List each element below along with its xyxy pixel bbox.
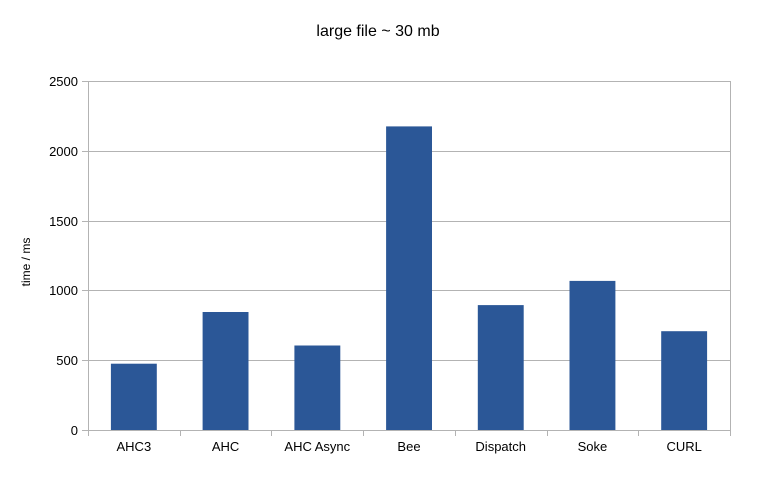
y-tick-label: 2500	[49, 74, 78, 89]
chart-title: large file ~ 30 mb	[316, 23, 439, 40]
axes	[82, 81, 731, 436]
bar-ahc3	[110, 363, 157, 430]
y-tick-label: 0	[71, 423, 78, 438]
x-tick-label: CURL	[666, 439, 701, 454]
y-tick-labels: 0 500 1000 1500 2000 2500	[49, 74, 78, 438]
bars	[110, 126, 708, 431]
x-tick-label: Bee	[397, 439, 420, 454]
y-axis-label: time / ms	[19, 238, 33, 287]
bar-dispatch	[477, 305, 524, 430]
bar-bee	[386, 126, 432, 431]
x-tick-labels: AHC3 AHC AHC Async Bee Dispatch Soke CURL	[117, 439, 702, 454]
bar-soke	[569, 280, 616, 430]
x-tick-label: AHC3	[117, 439, 152, 454]
y-tick-label: 1500	[49, 214, 78, 229]
bar-ahc-async	[294, 345, 341, 430]
bar-curl	[661, 331, 708, 430]
x-tick-label: Soke	[578, 439, 608, 454]
x-tick-label: AHC Async	[284, 439, 350, 454]
y-tick-label: 500	[56, 353, 78, 368]
y-tick-label: 1000	[49, 283, 78, 298]
x-tick-label: AHC	[212, 439, 239, 454]
x-tick-label: Dispatch	[475, 439, 526, 454]
bar-ahc	[202, 312, 249, 430]
y-tick-label: 2000	[49, 144, 78, 159]
